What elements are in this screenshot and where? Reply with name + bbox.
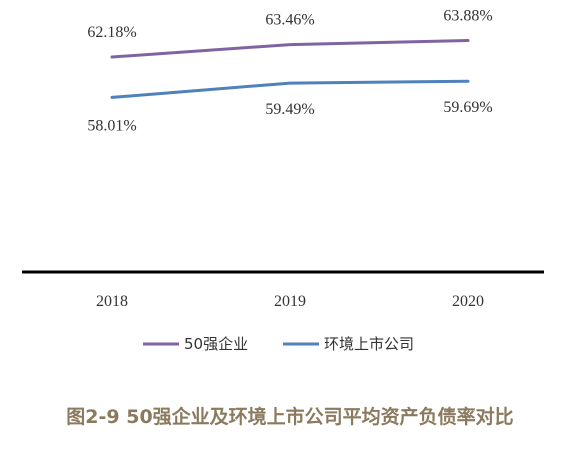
- data-label: 58.01%: [87, 117, 136, 134]
- data-label: 59.49%: [265, 101, 314, 118]
- data-label: 63.88%: [443, 8, 492, 25]
- legend-label-1: 50强企业: [184, 335, 248, 353]
- x-tick-layer: 2018 2019 2020: [96, 293, 484, 310]
- data-label: 63.46%: [265, 12, 314, 29]
- legend: 50强企业 环境上市公司: [143, 335, 414, 353]
- data-label: 62.18%: [87, 24, 136, 41]
- data-label-layer: 62.18% 63.46% 63.88% 58.01% 59.49% 59.69%: [87, 8, 492, 135]
- x-tick-label: 2020: [452, 293, 484, 310]
- legend-label-2: 环境上市公司: [324, 335, 414, 353]
- chart-caption: 图2-9 50强企业及环境上市公司平均资产负债率对比: [66, 405, 513, 428]
- x-tick-label: 2019: [274, 293, 306, 310]
- data-label: 59.69%: [443, 99, 492, 116]
- series-layer: [110, 39, 470, 99]
- series-line-2: [110, 79, 470, 99]
- x-tick-label: 2018: [96, 293, 128, 310]
- series-line-1: [110, 39, 470, 59]
